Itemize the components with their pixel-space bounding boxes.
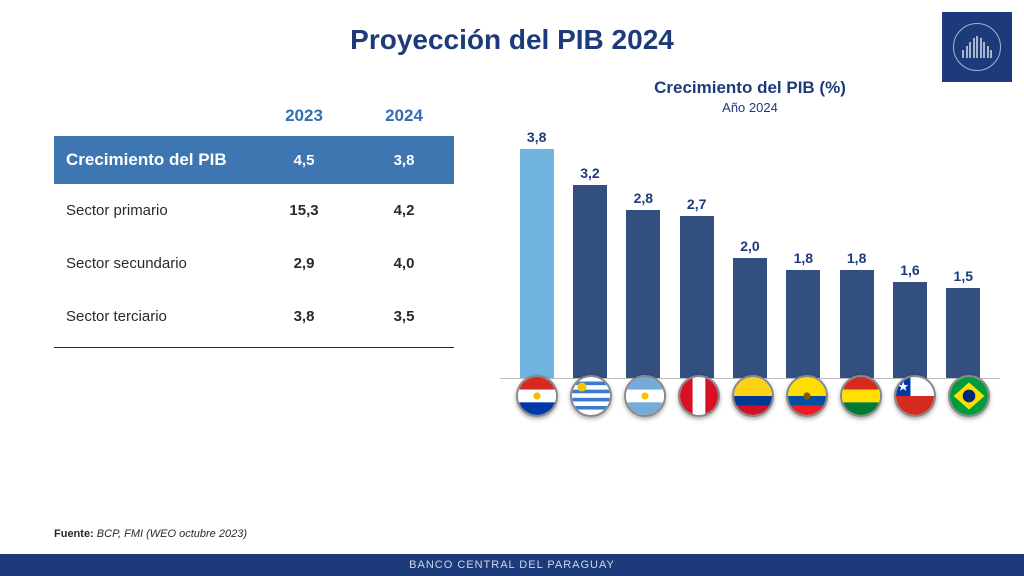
row-value: 4,5 [254,152,354,169]
footer-text: BANCO CENTRAL DEL PARAGUAY [409,559,615,571]
bar-col: 1,6 [889,282,930,379]
row-label: Sector terciario [54,290,254,343]
flag-uruguay-icon [570,375,612,417]
bar-col: 2,0 [729,258,770,379]
footer-bar: BANCO CENTRAL DEL PARAGUAY [0,554,1024,576]
row-value: 15,3 [254,202,354,219]
chart-title: Crecimiento del PIB (%) [500,78,1000,98]
bar-label: 1,8 [783,250,824,266]
row-label: Crecimiento del PIB [54,136,254,184]
table-row: Sector terciario3,83,5 [54,290,454,343]
flag-argentina-icon [624,375,666,417]
table-row: Crecimiento del PIB4,53,8 [54,136,454,184]
flag-col [624,385,666,427]
pib-table: 2023 2024 Crecimiento del PIB4,53,8Secto… [54,96,454,348]
flag-ecuador-icon [786,375,828,417]
row-value: 3,5 [354,308,454,325]
bar-col: 1,5 [943,288,984,379]
flag-col [948,385,990,427]
col-year-0: 2023 [254,96,354,136]
flag-peru-icon [678,375,720,417]
table-header: 2023 2024 [54,96,454,136]
bar-label: 1,5 [943,268,984,284]
bar [520,149,554,379]
flag-col [732,385,774,427]
flag-col [786,385,828,427]
flag-col [894,385,936,427]
flags-row [516,385,984,427]
bar-label: 3,8 [516,129,557,145]
bar-label: 2,7 [676,196,717,212]
bar [893,282,927,379]
bar-col: 3,2 [569,185,610,379]
row-value: 3,8 [254,308,354,325]
table-row: Sector primario15,34,2 [54,184,454,237]
bar [733,258,767,379]
row-label: Sector primario [54,184,254,237]
col-year-1: 2024 [354,96,454,136]
bar [946,288,980,379]
slide: Proyección del PIB 2024 2023 2024 Crecim… [0,0,1024,576]
flag-colombia-icon [732,375,774,417]
bar-col: 2,7 [676,216,717,379]
flag-col [840,385,882,427]
flag-brazil-icon [948,375,990,417]
bar [626,210,660,379]
bar-label: 1,8 [836,250,877,266]
page-title: Proyección del PIB 2024 [0,24,1024,56]
source-text: Fuente: BCP, FMI (WEO octubre 2023) [54,528,247,540]
bar-label: 2,8 [623,190,664,206]
row-value: 4,0 [354,255,454,272]
bar-col: 1,8 [783,270,824,379]
flag-col [678,385,720,427]
bar-label: 2,0 [729,238,770,254]
chart-wrap: Crecimiento del PIB (%) Año 2024 3,8 3,2 2… [500,78,1000,427]
bar [786,270,820,379]
bar-label: 3,2 [569,165,610,181]
bar [573,185,607,379]
row-value: 2,9 [254,255,354,272]
table-row: Sector secundario2,94,0 [54,237,454,290]
source-value: BCP, FMI (WEO octubre 2023) [97,528,247,540]
bar [840,270,874,379]
bar-col: 2,8 [623,210,664,379]
logo-bars-icon [962,36,992,58]
flag-paraguay-icon [516,375,558,417]
chart-subtitle: Año 2024 [500,100,1000,115]
flag-chile-icon [894,375,936,417]
bar-col: 1,8 [836,270,877,379]
table-body: Crecimiento del PIB4,53,8Sector primario… [54,136,454,348]
row-label: Sector secundario [54,237,254,290]
flag-col [516,385,558,427]
bar-chart: 3,8 3,2 2,8 2,7 2,0 1,8 1,8 1,6 1,5 [500,127,1000,427]
bar [680,216,714,379]
row-value: 4,2 [354,202,454,219]
bar-col: 3,8 [516,149,557,379]
logo-circle [953,23,1001,71]
logo-box [942,12,1012,82]
row-value: 3,8 [354,152,454,169]
source-label: Fuente: [54,528,94,540]
bar-label: 1,6 [889,262,930,278]
flag-col [570,385,612,427]
flag-bolivia-icon [840,375,882,417]
bars-container: 3,8 3,2 2,8 2,7 2,0 1,8 1,8 1,6 1,5 [516,149,984,379]
